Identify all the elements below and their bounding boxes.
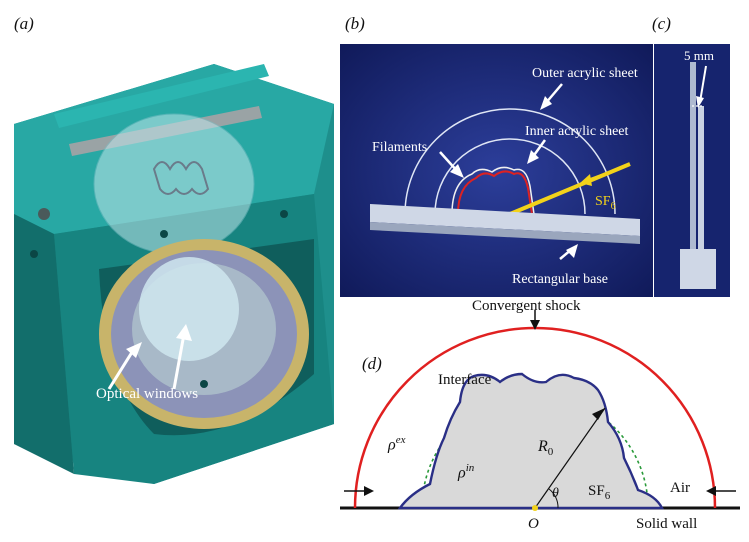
panel-a-cad-render: Optical windows — [14, 44, 334, 536]
panel-label-a: (a) — [14, 14, 34, 33]
interface-label: Interface — [438, 372, 492, 388]
panel-b-photo: Outer acrylic sheet Inner acrylic sheet … — [340, 44, 653, 297]
optical-windows-label: Optical windows — [96, 386, 199, 402]
wall-label: Solid wall — [636, 516, 698, 532]
radius-label: R0 — [538, 438, 553, 458]
radius-base: R — [538, 438, 548, 455]
panel-label-d: (d) — [362, 354, 382, 373]
panel-c-photo: 5 mm — [654, 44, 730, 297]
panel-label-b: (b) — [345, 14, 365, 33]
rho-in-base: ρ — [458, 464, 466, 482]
panel-a-drawing — [14, 64, 334, 484]
sf6-d-label: SF6 — [588, 483, 610, 502]
filaments-label: Filaments — [372, 140, 428, 155]
sf6-base: SF — [595, 194, 611, 209]
outer-sheet-label: Outer acrylic sheet — [532, 66, 638, 81]
rho-ex-sup: ex — [395, 434, 406, 446]
rho-ex-label: ρex — [388, 434, 405, 454]
air-label: Air — [670, 480, 690, 496]
origin-label: O — [528, 516, 539, 532]
base-label: Rectangular base — [512, 272, 609, 287]
sf6-sub: 6 — [610, 200, 616, 212]
sf6-d-base: SF — [588, 483, 605, 499]
sf6-label: SF6 — [595, 194, 616, 212]
inner-sheet-label: Inner acrylic sheet — [525, 124, 629, 139]
rho-in-label: ρin — [458, 462, 474, 482]
panel-b-drawing — [340, 44, 653, 297]
rho-in-sup: in — [465, 462, 475, 474]
panel-d-drawing — [340, 310, 740, 511]
theta-label: θ — [552, 486, 559, 501]
radius-sub: 0 — [547, 446, 554, 459]
scale-label: 5 mm — [684, 48, 714, 63]
panel-d-schematic: Convergent shock (d) Interface ρex ρin R… — [340, 298, 740, 542]
panel-label-c: (c) — [652, 14, 671, 33]
shock-label: Convergent shock — [472, 298, 581, 314]
rho-ex-base: ρ — [388, 436, 396, 454]
sf6-d-sub: 6 — [604, 490, 611, 502]
panel-c-drawing — [654, 44, 730, 297]
